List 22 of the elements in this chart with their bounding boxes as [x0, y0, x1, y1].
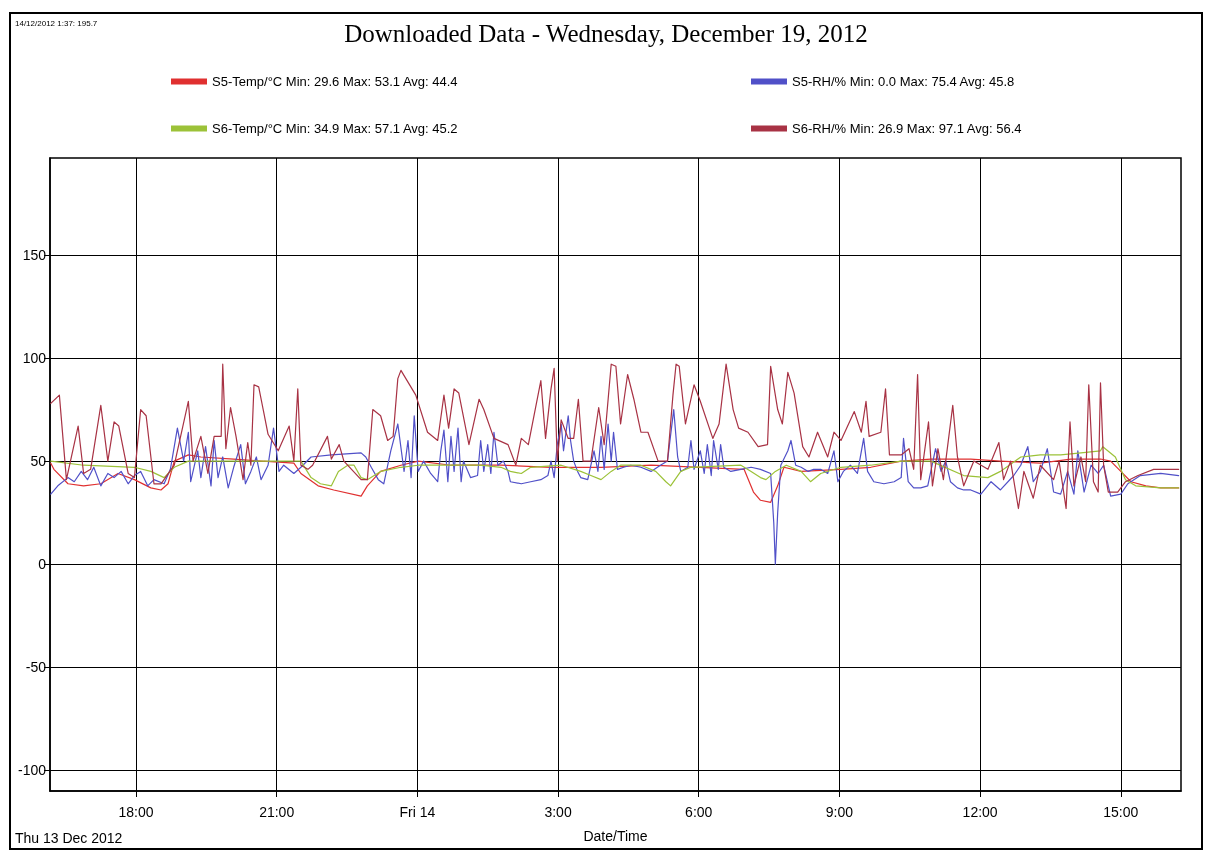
x-tick-label: 21:00	[259, 804, 295, 820]
x-tick-label: 6:00	[685, 804, 713, 820]
x-tick-label: 3:00	[544, 804, 572, 820]
legend-label: S5-RH/% Min: 0.0 Max: 75.4 Avg: 45.8	[792, 74, 1015, 89]
text: 14/12/2012 1:37: 195.7	[15, 18, 98, 28]
y-tick-label: -50	[25, 659, 47, 676]
text: Thu 13 Dec 2012	[15, 830, 123, 846]
y-tick-label: -100	[17, 762, 47, 779]
x-tick-label: 9:00	[825, 804, 854, 820]
x-axis-title: Date/Time	[583, 828, 648, 844]
x-tick-label: Fri 14	[399, 804, 436, 820]
chart-title: Downloaded Data - Wednesday, December 19, 2012	[344, 20, 868, 47]
x-tick-label: 12:00	[962, 804, 998, 820]
legend-label: S6-RH/% Min: 26.9 Max: 97.1 Avg: 56.4	[792, 121, 1022, 136]
y-tick-label: 100	[22, 350, 47, 366]
y-tick-label: 0	[38, 556, 47, 573]
x-tick-label: 15:00	[1103, 804, 1139, 820]
x-tick-label: 18:00	[118, 804, 154, 820]
y-tick-label: 150	[22, 246, 47, 263]
y-tick-label: 50	[30, 453, 47, 470]
legend-label: S6-Temp/°C Min: 34.9 Max: 57.1 Avg: 45.2	[212, 121, 458, 136]
legend-label: S5-Temp/°C Min: 29.6 Max: 53.1 Avg: 44.4	[212, 74, 458, 89]
